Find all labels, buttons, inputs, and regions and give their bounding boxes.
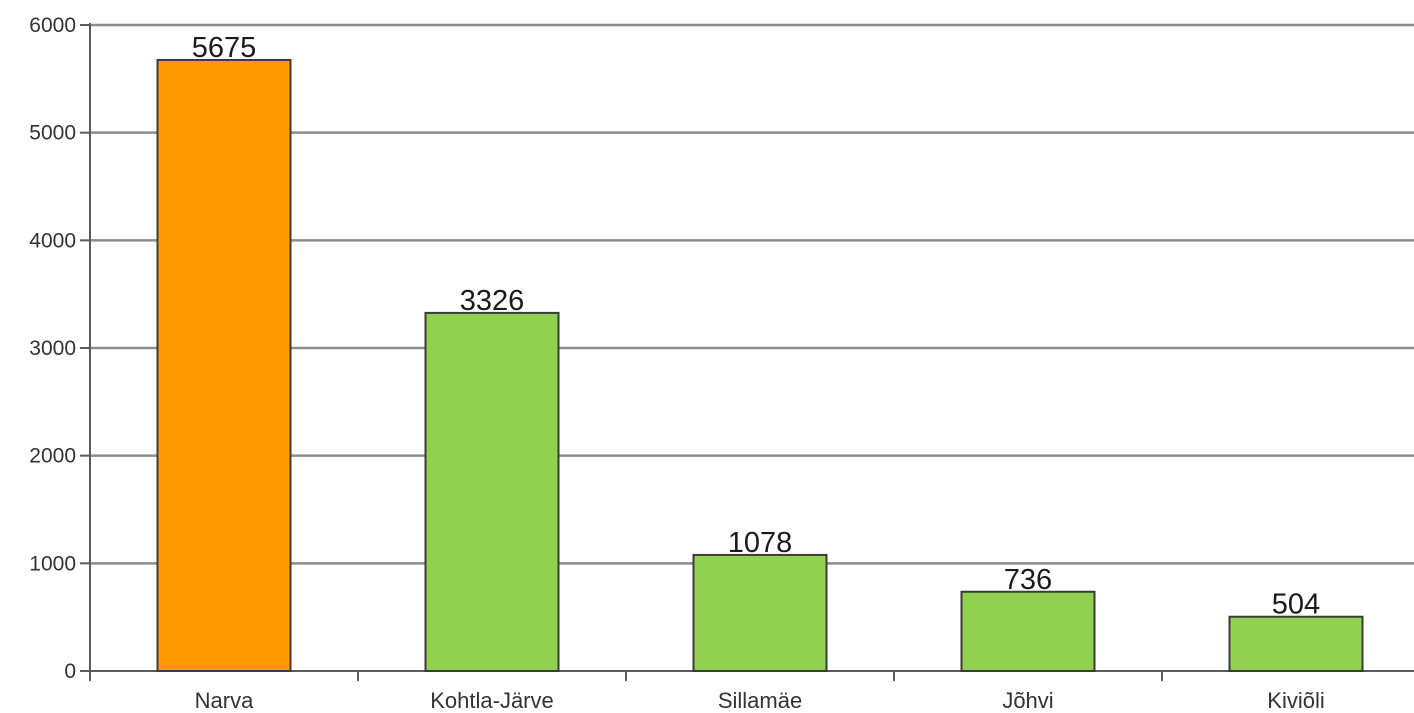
y-tick-label: 1000	[29, 552, 76, 575]
x-tick-label: Kiviõli	[1267, 688, 1324, 713]
grid-lines	[90, 23, 1414, 565]
bar-j-hvi	[960, 590, 1096, 672]
bar-kivi-li	[1228, 615, 1364, 673]
bar-sillam-e	[692, 553, 828, 673]
x-tick-label: Jõhvi	[1002, 688, 1053, 713]
y-tick-label: 5000	[29, 122, 76, 145]
data-label: 3326	[460, 285, 525, 317]
y-axis-ticks: 0 1000 2000 3000 4000 5000 6000	[29, 14, 90, 683]
x-tick-label: Kohtla-Järve	[430, 688, 554, 713]
data-label: 736	[1004, 564, 1052, 596]
x-axis-ticks: Narva Kohtla-Järve Sillamäe Jõhvi Kiviõli	[89, 671, 1325, 713]
x-tick-label: Narva	[195, 688, 254, 713]
bars	[156, 58, 1364, 673]
data-label: 5675	[192, 32, 257, 64]
bar-kohtla-j-rve	[424, 311, 560, 672]
data-label: 1078	[728, 527, 793, 559]
data-labels: 5675 3326 1078 736 504	[192, 32, 1320, 621]
bar-narva	[156, 58, 292, 673]
y-tick-label: 2000	[29, 445, 76, 468]
y-tick-label: 3000	[29, 337, 76, 360]
y-tick-label: 0	[64, 660, 76, 683]
data-label: 504	[1272, 589, 1320, 621]
x-tick-label: Sillamäe	[718, 688, 802, 713]
y-tick-label: 6000	[29, 14, 76, 37]
y-tick-label: 4000	[29, 229, 76, 252]
